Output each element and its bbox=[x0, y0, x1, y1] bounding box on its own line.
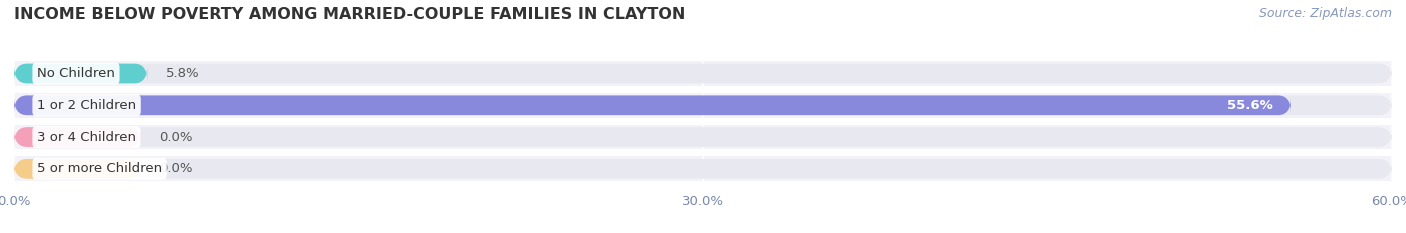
Text: 3 or 4 Children: 3 or 4 Children bbox=[37, 130, 136, 144]
FancyBboxPatch shape bbox=[14, 127, 1392, 147]
Text: 0.0%: 0.0% bbox=[159, 162, 193, 175]
Text: 5.8%: 5.8% bbox=[166, 67, 200, 80]
Text: 5 or more Children: 5 or more Children bbox=[37, 162, 162, 175]
FancyBboxPatch shape bbox=[14, 159, 1392, 179]
FancyBboxPatch shape bbox=[14, 96, 1392, 115]
Text: 1 or 2 Children: 1 or 2 Children bbox=[37, 99, 136, 112]
FancyBboxPatch shape bbox=[14, 156, 1392, 181]
Text: 0.0%: 0.0% bbox=[159, 130, 193, 144]
FancyBboxPatch shape bbox=[14, 159, 141, 179]
FancyBboxPatch shape bbox=[14, 64, 1392, 83]
Text: Source: ZipAtlas.com: Source: ZipAtlas.com bbox=[1258, 7, 1392, 20]
Text: INCOME BELOW POVERTY AMONG MARRIED-COUPLE FAMILIES IN CLAYTON: INCOME BELOW POVERTY AMONG MARRIED-COUPL… bbox=[14, 7, 686, 22]
FancyBboxPatch shape bbox=[14, 93, 1392, 118]
FancyBboxPatch shape bbox=[14, 61, 1392, 86]
Text: 55.6%: 55.6% bbox=[1227, 99, 1272, 112]
Text: No Children: No Children bbox=[37, 67, 115, 80]
FancyBboxPatch shape bbox=[14, 64, 148, 83]
FancyBboxPatch shape bbox=[14, 96, 1291, 115]
FancyBboxPatch shape bbox=[14, 125, 1392, 149]
FancyBboxPatch shape bbox=[14, 127, 141, 147]
